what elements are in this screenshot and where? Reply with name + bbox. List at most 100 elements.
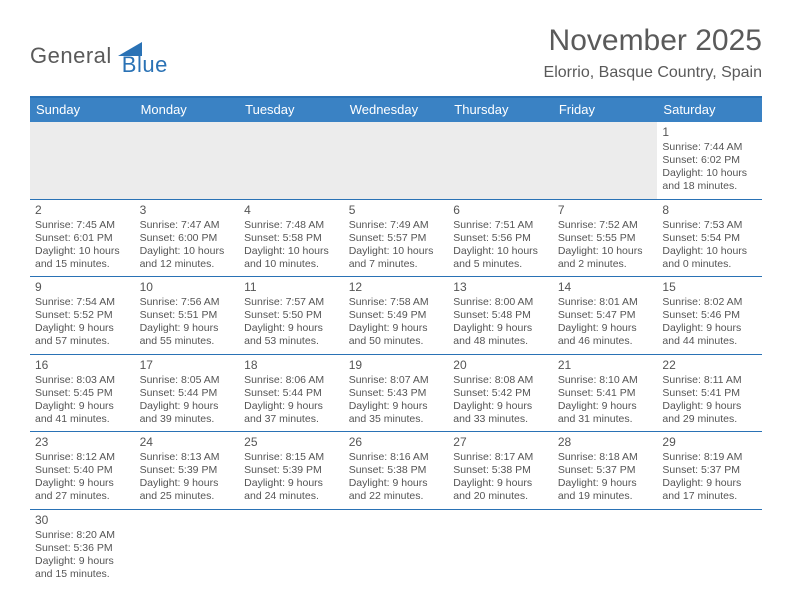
calendar-empty-cell <box>135 510 240 587</box>
logo: General Blue <box>30 24 168 78</box>
daylight-text: and 33 minutes. <box>453 413 548 426</box>
calendar-day-cell: 4Sunrise: 7:48 AMSunset: 5:58 PMDaylight… <box>239 200 344 277</box>
calendar: Sunday Monday Tuesday Wednesday Thursday… <box>30 96 762 586</box>
calendar-day-cell: 5Sunrise: 7:49 AMSunset: 5:57 PMDaylight… <box>344 200 449 277</box>
calendar-empty-cell <box>344 510 449 587</box>
daylight-text: and 15 minutes. <box>35 258 130 271</box>
daylight-text: Daylight: 9 hours <box>244 477 339 490</box>
calendar-day-cell: 17Sunrise: 8:05 AMSunset: 5:44 PMDayligh… <box>135 355 240 432</box>
daylight-text: and 12 minutes. <box>140 258 235 271</box>
calendar-day-cell: 10Sunrise: 7:56 AMSunset: 5:51 PMDayligh… <box>135 277 240 354</box>
sunset-text: Sunset: 5:36 PM <box>35 542 130 555</box>
daylight-text: Daylight: 9 hours <box>244 322 339 335</box>
sunset-text: Sunset: 5:56 PM <box>453 232 548 245</box>
daylight-text: Daylight: 9 hours <box>349 477 444 490</box>
calendar-day-cell: 26Sunrise: 8:16 AMSunset: 5:38 PMDayligh… <box>344 432 449 509</box>
day-number: 26 <box>349 435 444 450</box>
daylight-text: Daylight: 10 hours <box>244 245 339 258</box>
calendar-day-cell: 8Sunrise: 7:53 AMSunset: 5:54 PMDaylight… <box>657 200 762 277</box>
sunrise-text: Sunrise: 7:53 AM <box>662 219 757 232</box>
day-number: 24 <box>140 435 235 450</box>
sunrise-text: Sunrise: 7:49 AM <box>349 219 444 232</box>
sunrise-text: Sunrise: 7:48 AM <box>244 219 339 232</box>
daylight-text: Daylight: 9 hours <box>453 322 548 335</box>
daylight-text: and 2 minutes. <box>558 258 653 271</box>
day-number: 12 <box>349 280 444 295</box>
daylight-text: Daylight: 9 hours <box>35 477 130 490</box>
daylight-text: and 57 minutes. <box>35 335 130 348</box>
weekday-header-row: Sunday Monday Tuesday Wednesday Thursday… <box>30 98 762 122</box>
calendar-empty-cell <box>448 510 553 587</box>
sunset-text: Sunset: 6:01 PM <box>35 232 130 245</box>
daylight-text: and 35 minutes. <box>349 413 444 426</box>
sunrise-text: Sunrise: 8:05 AM <box>140 374 235 387</box>
title-location: Elorrio, Basque Country, Spain <box>544 64 762 82</box>
daylight-text: Daylight: 9 hours <box>662 322 757 335</box>
sunrise-text: Sunrise: 8:17 AM <box>453 451 548 464</box>
daylight-text: Daylight: 9 hours <box>662 400 757 413</box>
sunrise-text: Sunrise: 8:13 AM <box>140 451 235 464</box>
daylight-text: and 17 minutes. <box>662 490 757 503</box>
daylight-text: Daylight: 10 hours <box>35 245 130 258</box>
sunset-text: Sunset: 5:46 PM <box>662 309 757 322</box>
calendar-day-cell: 29Sunrise: 8:19 AMSunset: 5:37 PMDayligh… <box>657 432 762 509</box>
daylight-text: and 29 minutes. <box>662 413 757 426</box>
sunset-text: Sunset: 5:51 PM <box>140 309 235 322</box>
weekday-header: Monday <box>135 98 240 122</box>
header: General Blue November 2025 Elorrio, Basq… <box>0 0 792 90</box>
calendar-day-cell: 19Sunrise: 8:07 AMSunset: 5:43 PMDayligh… <box>344 355 449 432</box>
calendar-day-cell: 16Sunrise: 8:03 AMSunset: 5:45 PMDayligh… <box>30 355 135 432</box>
sunrise-text: Sunrise: 8:16 AM <box>349 451 444 464</box>
sunrise-text: Sunrise: 7:45 AM <box>35 219 130 232</box>
calendar-week: 30Sunrise: 8:20 AMSunset: 5:36 PMDayligh… <box>30 510 762 587</box>
daylight-text: Daylight: 10 hours <box>662 245 757 258</box>
calendar-day-cell: 9Sunrise: 7:54 AMSunset: 5:52 PMDaylight… <box>30 277 135 354</box>
daylight-text: and 10 minutes. <box>244 258 339 271</box>
sunset-text: Sunset: 5:37 PM <box>662 464 757 477</box>
daylight-text: Daylight: 10 hours <box>662 167 757 180</box>
sunset-text: Sunset: 5:38 PM <box>453 464 548 477</box>
daylight-text: and 27 minutes. <box>35 490 130 503</box>
sunset-text: Sunset: 6:00 PM <box>140 232 235 245</box>
calendar-day-cell: 14Sunrise: 8:01 AMSunset: 5:47 PMDayligh… <box>553 277 658 354</box>
day-number: 9 <box>35 280 130 295</box>
sunrise-text: Sunrise: 7:54 AM <box>35 296 130 309</box>
daylight-text: Daylight: 9 hours <box>558 400 653 413</box>
day-number: 17 <box>140 358 235 373</box>
daylight-text: Daylight: 9 hours <box>244 400 339 413</box>
day-number: 27 <box>453 435 548 450</box>
weekday-header: Saturday <box>657 98 762 122</box>
day-number: 30 <box>35 513 130 528</box>
calendar-day-cell: 28Sunrise: 8:18 AMSunset: 5:37 PMDayligh… <box>553 432 658 509</box>
daylight-text: Daylight: 9 hours <box>558 477 653 490</box>
calendar-day-cell: 7Sunrise: 7:52 AMSunset: 5:55 PMDaylight… <box>553 200 658 277</box>
day-number: 8 <box>662 203 757 218</box>
daylight-text: and 31 minutes. <box>558 413 653 426</box>
daylight-text: Daylight: 9 hours <box>35 400 130 413</box>
daylight-text: Daylight: 9 hours <box>662 477 757 490</box>
sunset-text: Sunset: 5:41 PM <box>662 387 757 400</box>
daylight-text: Daylight: 9 hours <box>140 400 235 413</box>
sunrise-text: Sunrise: 8:15 AM <box>244 451 339 464</box>
daylight-text: Daylight: 9 hours <box>140 322 235 335</box>
calendar-day-cell: 27Sunrise: 8:17 AMSunset: 5:38 PMDayligh… <box>448 432 553 509</box>
daylight-text: Daylight: 9 hours <box>349 322 444 335</box>
sunset-text: Sunset: 5:41 PM <box>558 387 653 400</box>
calendar-week: 9Sunrise: 7:54 AMSunset: 5:52 PMDaylight… <box>30 277 762 355</box>
calendar-day-cell: 22Sunrise: 8:11 AMSunset: 5:41 PMDayligh… <box>657 355 762 432</box>
sunrise-text: Sunrise: 8:12 AM <box>35 451 130 464</box>
day-number: 7 <box>558 203 653 218</box>
calendar-day-cell: 20Sunrise: 8:08 AMSunset: 5:42 PMDayligh… <box>448 355 553 432</box>
sunset-text: Sunset: 6:02 PM <box>662 154 757 167</box>
calendar-empty-cell <box>135 122 240 199</box>
calendar-empty-cell <box>239 510 344 587</box>
calendar-day-cell: 2Sunrise: 7:45 AMSunset: 6:01 PMDaylight… <box>30 200 135 277</box>
sunset-text: Sunset: 5:58 PM <box>244 232 339 245</box>
calendar-day-cell: 23Sunrise: 8:12 AMSunset: 5:40 PMDayligh… <box>30 432 135 509</box>
day-number: 16 <box>35 358 130 373</box>
calendar-day-cell: 15Sunrise: 8:02 AMSunset: 5:46 PMDayligh… <box>657 277 762 354</box>
calendar-empty-cell <box>448 122 553 199</box>
day-number: 15 <box>662 280 757 295</box>
calendar-day-cell: 30Sunrise: 8:20 AMSunset: 5:36 PMDayligh… <box>30 510 135 587</box>
day-number: 3 <box>140 203 235 218</box>
